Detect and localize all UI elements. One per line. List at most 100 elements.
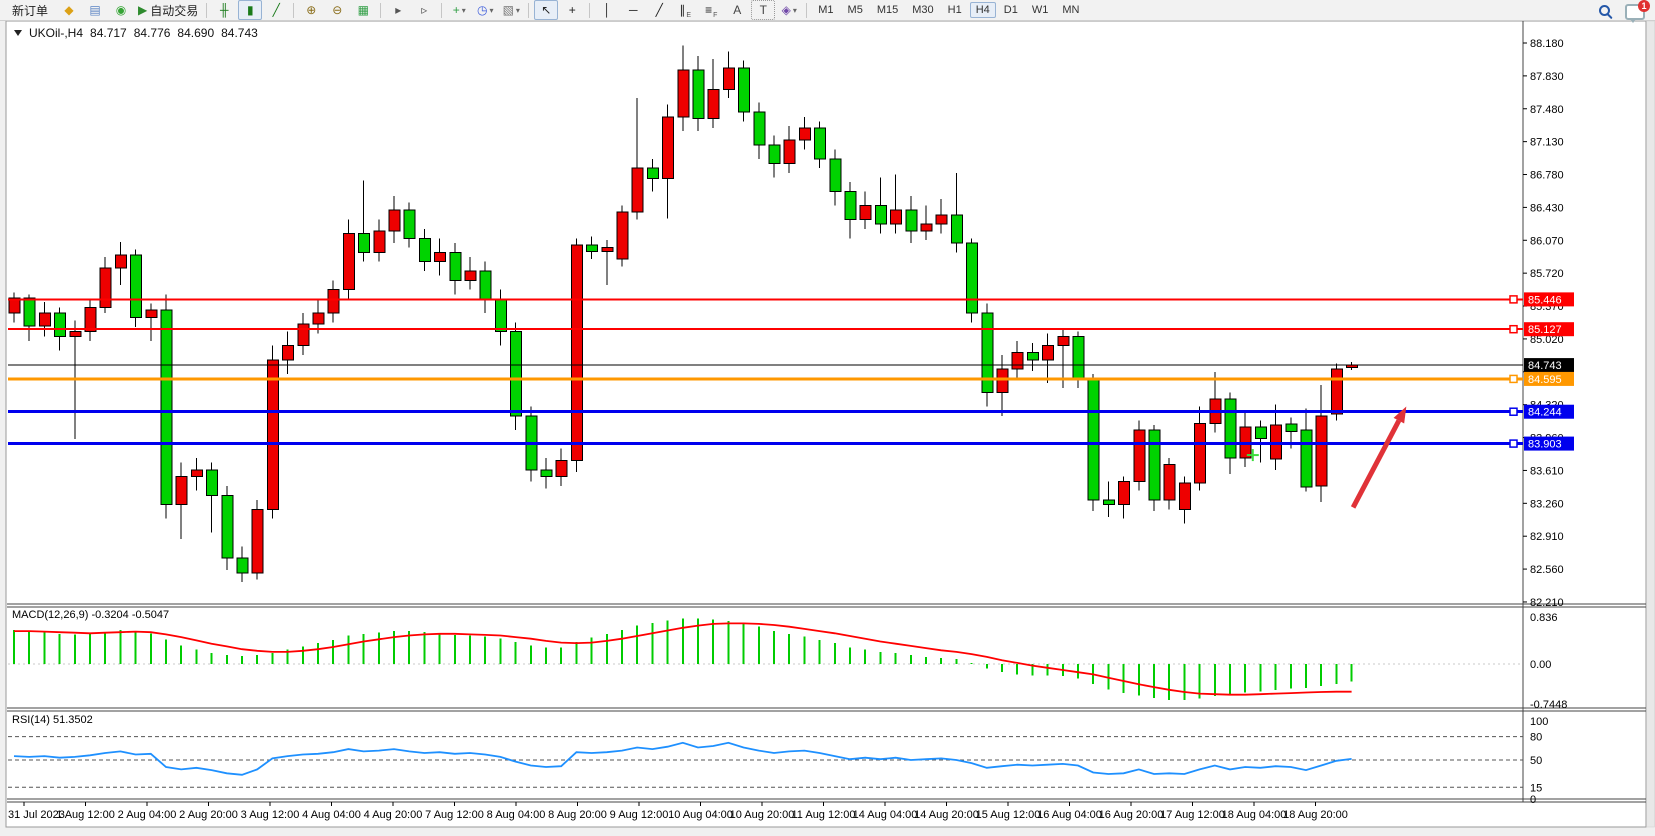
svg-text:82.210: 82.210 xyxy=(1530,597,1564,609)
new-chart-icon[interactable]: + ▾ xyxy=(452,3,466,17)
svg-text:1 Aug 12:00: 1 Aug 12:00 xyxy=(56,809,115,821)
timeframe-d1[interactable]: D1 xyxy=(1003,4,1018,16)
svg-text:85.720: 85.720 xyxy=(1530,268,1564,280)
svg-text:80: 80 xyxy=(1530,732,1542,744)
quote-close: 84.743 xyxy=(221,26,258,40)
svg-text:87.130: 87.130 xyxy=(1530,137,1564,149)
horizontal-line-icon[interactable]: ─ xyxy=(621,0,645,20)
signals-icon[interactable]: ◉ xyxy=(109,0,133,20)
line-handle[interactable] xyxy=(1509,407,1518,416)
timeframe-m30[interactable]: M30 xyxy=(912,4,934,16)
trend-arrow-annotation[interactable] xyxy=(1350,406,1407,509)
zoom-out-icon[interactable]: ⊖ xyxy=(325,0,349,20)
new-order-button[interactable]: 新订单 xyxy=(12,3,49,18)
svg-text:83.260: 83.260 xyxy=(1530,498,1564,510)
cursor-icon[interactable]: ↖ xyxy=(534,0,559,20)
toolbar: 新订单 ◆ ▤ ◉ ▶ 自动交易 ╫ ▮ ╱ ⊕ ⊖ ▦ ▸ ▹ + ▾ ◷ ▾ ▧ ▾ ↖ + │ ─ ╱ ∥ E ≡ F A T ◈ ▾ M1… xyxy=(0,0,1655,23)
arrows-icon[interactable]: ◈ ▾ xyxy=(781,3,797,17)
tile-windows-icon[interactable]: ▦ xyxy=(351,0,375,20)
crosshair-icon[interactable]: + xyxy=(560,0,584,20)
line-handle[interactable] xyxy=(1509,374,1518,384)
svg-text:87.480: 87.480 xyxy=(1530,104,1564,116)
order-book-icon[interactable]: ◆ xyxy=(57,0,81,20)
chart-shift-icon-glyph: ▹ xyxy=(421,3,428,17)
auto-scroll-icon[interactable]: ▸ xyxy=(386,0,410,20)
timeframe-w1[interactable]: W1 xyxy=(1031,4,1049,16)
fibonacci-icon[interactable]: ≡ F xyxy=(705,3,718,19)
market-watch-icon[interactable]: ▤ xyxy=(83,0,107,20)
autotrade-button[interactable]: ▶ 自动交易 xyxy=(135,0,201,20)
line-handle[interactable] xyxy=(1509,295,1518,304)
line-handle[interactable] xyxy=(1509,439,1518,448)
fibonacci-icon-glyph: ≡ xyxy=(705,3,713,17)
bid-price-line[interactable]: 84.743 xyxy=(8,358,1574,373)
vertical-line-icon[interactable]: │ xyxy=(595,0,619,20)
price-badge xyxy=(1524,371,1574,386)
label-icon[interactable]: T xyxy=(751,0,776,20)
notification-badge: 1 xyxy=(1638,0,1650,12)
crosshair-icon-glyph: + xyxy=(568,3,576,17)
support-line-2[interactable]: 83.903 xyxy=(8,436,1574,451)
svg-text:11 Aug 12:00: 11 Aug 12:00 xyxy=(791,809,855,821)
timeframe-m1[interactable]: M1 xyxy=(818,4,834,16)
quote-open: 84.717 xyxy=(90,26,127,40)
toolbar-separator xyxy=(806,2,808,18)
svg-text:9 Aug 12:00: 9 Aug 12:00 xyxy=(610,809,669,821)
ohlc-bars-icon-glyph: ╫ xyxy=(220,3,229,17)
orange-level-line[interactable]: 84.595 xyxy=(8,371,1574,386)
timeframe-h1[interactable]: H1 xyxy=(947,4,962,16)
autotrade-button-label: 自动交易 xyxy=(150,3,199,18)
trendline-icon[interactable]: ╱ xyxy=(647,0,671,20)
timeframe-mn[interactable]: MN xyxy=(1062,4,1080,16)
channel-icon[interactable]: ∥ E xyxy=(679,3,692,19)
svg-text:18 Aug 20:00: 18 Aug 20:00 xyxy=(1283,809,1348,821)
svg-text:82.560: 82.560 xyxy=(1530,564,1564,576)
candlestick-icon[interactable]: ▮ xyxy=(238,0,263,20)
svg-text:17 Aug 12:00: 17 Aug 12:00 xyxy=(1160,809,1225,821)
svg-text:4 Aug 20:00: 4 Aug 20:00 xyxy=(364,809,423,821)
svg-text:14 Aug 04:00: 14 Aug 04:00 xyxy=(853,809,918,821)
svg-text:3 Aug 12:00: 3 Aug 12:00 xyxy=(241,809,300,821)
svg-text:31 Jul 2023: 31 Jul 2023 xyxy=(8,809,65,821)
vertical-scrollbar[interactable] xyxy=(1646,20,1655,828)
svg-text:10 Aug 04:00: 10 Aug 04:00 xyxy=(668,809,733,821)
symbol-dropdown-icon[interactable] xyxy=(14,30,22,36)
svg-text:85.020: 85.020 xyxy=(1530,334,1564,346)
zoom-out-icon-glyph: ⊖ xyxy=(332,3,343,17)
trade-cross-marker[interactable] xyxy=(1246,449,1259,462)
timeframe-m15[interactable]: M15 xyxy=(876,4,899,16)
support-line-1[interactable]: 84.244 xyxy=(8,404,1574,419)
period-clock-icon[interactable]: ◷ ▾ xyxy=(477,3,494,17)
vertical-line-icon-glyph: │ xyxy=(603,3,612,17)
indicator-axis-labels: 0.836 0.00 -0.7448 100 80 50 150 xyxy=(1530,612,1567,806)
svg-text:0: 0 xyxy=(1530,794,1536,806)
timeframe-h4[interactable]: H4 xyxy=(969,2,996,18)
price-badge xyxy=(1524,358,1574,373)
resistance-line-2[interactable]: 85.127 xyxy=(8,322,1574,337)
label-icon-glyph: T xyxy=(759,3,767,17)
price-badge-label: 84.244 xyxy=(1528,407,1562,419)
template-icon-glyph: ▧ xyxy=(502,3,514,17)
template-icon[interactable]: ▧ ▾ xyxy=(502,3,520,17)
svg-text:2 Aug 20:00: 2 Aug 20:00 xyxy=(179,809,238,821)
text-icon[interactable]: A xyxy=(725,0,749,20)
timeframe-m5[interactable]: M5 xyxy=(847,4,863,16)
svg-text:83.610: 83.610 xyxy=(1530,465,1564,477)
price-badge xyxy=(1524,322,1574,337)
resistance-line-1[interactable]: 85.446 xyxy=(8,292,1574,307)
tile-windows-icon-glyph: ▦ xyxy=(357,3,369,17)
search-icon[interactable] xyxy=(1598,4,1613,19)
line-chart-icon[interactable]: ╱ xyxy=(264,0,288,20)
line-handle[interactable] xyxy=(1509,324,1518,334)
chart-shift-icon[interactable]: ▹ xyxy=(412,0,436,20)
ohlc-bars-icon[interactable]: ╫ xyxy=(212,0,236,20)
svg-text:15: 15 xyxy=(1530,782,1542,794)
price-badge xyxy=(1524,436,1574,451)
price-badge-label: 84.743 xyxy=(1528,360,1562,372)
zoom-in-icon[interactable]: ⊕ xyxy=(299,0,323,20)
quote-bar: UKOil-,H4 84.717 84.776 84.690 84.743 xyxy=(14,26,258,40)
chat-icon[interactable]: 1 xyxy=(1625,0,1650,23)
svg-text:4 Aug 04:00: 4 Aug 04:00 xyxy=(302,809,361,821)
